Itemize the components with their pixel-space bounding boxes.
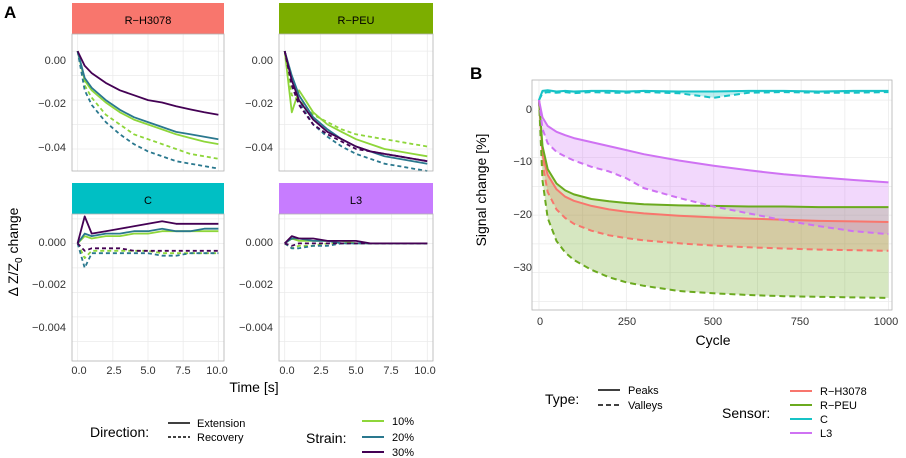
series-line-r-peu-valleys (538, 100, 889, 299)
legend-strain-30-label: 30% (392, 447, 414, 458)
facet-label-c: C (144, 195, 152, 207)
series-line-r-h3078-20-extension (76, 50, 219, 141)
panel-b-plot (531, 79, 893, 311)
y-tick-label: −0.004 (239, 322, 273, 334)
series-line-r-peu-peaks (538, 100, 889, 209)
x-tick-label: 0.0 (279, 365, 294, 377)
y-tick-label: −0.04 (245, 142, 273, 154)
series-line-r-h3078-peaks (538, 100, 889, 223)
ribbon-l3 (539, 100, 889, 235)
series-line-r-h3078-10-extension (76, 50, 219, 145)
panel-b-x-axis-title: Cycle (695, 332, 730, 348)
legend-recovery-label: Recovery (197, 432, 244, 444)
x-tick-label: 750 (791, 316, 809, 328)
x-tick-label: 2.5 (313, 365, 328, 377)
facet-border (278, 33, 434, 172)
series-line-l3-peaks (538, 99, 889, 184)
legend-valleys-label: Valleys (628, 400, 663, 412)
y-tick-label: 0 (526, 104, 532, 116)
legend-direction-title: Direction: (90, 424, 149, 440)
legend-sensor-r-peu-label: R−PEU (820, 400, 857, 412)
y-tick-label: 0.00 (252, 55, 273, 67)
y-tick-label: 0.000 (245, 237, 273, 249)
legend-strain-20-label: 20% (392, 432, 414, 444)
facet-border (71, 33, 225, 172)
y-tick-label: 0.000 (38, 237, 66, 249)
x-tick-label: 250 (618, 316, 636, 328)
legend-sensor-title: Sensor: (722, 405, 770, 421)
series-line-r-h3078-30-extension (76, 50, 219, 116)
series-line-r-h3078-20-recovery (76, 50, 219, 170)
panel-b-label: B (470, 64, 482, 83)
y-tick-label: 0.00 (45, 55, 66, 67)
x-tick-label: 0.0 (71, 365, 86, 377)
x-tick-label: 0 (537, 316, 543, 328)
x-tick-label: 10.0 (206, 365, 227, 377)
legend-sensor-r-h3078-label: R−H3078 (820, 386, 867, 398)
series-line-c-20-recovery (76, 243, 219, 269)
facet-label-r-peu: R−PEU (338, 15, 375, 27)
facet-strip-c (72, 183, 224, 214)
series-line-c-peaks (538, 89, 889, 101)
y-tick-label: −0.02 (245, 98, 273, 110)
x-tick-label: 5.0 (348, 365, 363, 377)
series-line-r-h3078-10-recovery (76, 50, 219, 160)
panel-a-x-axis-title: Time [s] (229, 379, 278, 395)
ribbon-c (539, 90, 889, 101)
facet-plot-c (71, 213, 225, 362)
panel-a-label: A (4, 3, 16, 22)
x-tick-label: 7.5 (175, 365, 190, 377)
series-line-r-peu-30-recovery (283, 50, 428, 163)
facet-plot-r-peu (278, 33, 434, 172)
facet-label-l3: L3 (350, 195, 362, 207)
facet-plot-r-h3078 (71, 33, 225, 172)
series-line-r-h3078-valleys (538, 100, 889, 252)
y-tick-label: −0.04 (38, 142, 66, 154)
facet-border (278, 213, 434, 362)
y-tick-label: −0.004 (32, 322, 66, 334)
y-tick-label: −30 (513, 262, 532, 274)
series-line-c-30-recovery (76, 242, 219, 252)
series-line-c-valleys (538, 91, 889, 101)
y-tick-label: −0.02 (38, 98, 66, 110)
facet-strip-l3 (279, 183, 433, 214)
x-tick-label: 7.5 (383, 365, 398, 377)
y-tick-label: −0.002 (239, 279, 273, 291)
x-tick-label: 10.0 (414, 365, 435, 377)
facet-strip-r-peu (279, 3, 433, 34)
panel-a-y-axis-title: Δ Z/Z0 change (5, 207, 25, 296)
series-line-l3-30-recovery (284, 242, 428, 247)
facet-border (71, 213, 225, 362)
legend-extension-label: Extension (197, 418, 245, 430)
x-tick-label: 500 (704, 316, 722, 328)
ribbon-r-h3078 (539, 100, 889, 251)
legend-strain-title: Strain: (306, 430, 346, 446)
series-line-l3-valleys (538, 99, 889, 236)
legend-peaks-label: Peaks (628, 385, 659, 397)
panel-b-y-axis-title: Signal change [%] (473, 134, 489, 247)
series-line-l3-30-extension (284, 235, 428, 245)
plot-border (531, 79, 893, 311)
y-tick-label: −20 (513, 209, 532, 221)
legend-sensor-l3-label: L3 (820, 428, 832, 440)
facet-strip-r-h3078 (72, 3, 224, 34)
y-tick-label: −0.002 (32, 279, 66, 291)
x-tick-label: 5.0 (140, 365, 155, 377)
x-tick-label: 1000 (874, 316, 898, 328)
legend-strain-10-label: 10% (392, 416, 414, 428)
x-tick-label: 2.5 (106, 365, 121, 377)
series-line-c-20-extension (76, 227, 219, 244)
legend-sensor-c-label: C (820, 414, 828, 426)
y-tick-label: −10 (513, 156, 532, 168)
facet-plot-l3 (278, 213, 434, 362)
facet-label-r-h3078: R−H3078 (125, 15, 172, 27)
legend-type-title: Type: (545, 391, 579, 407)
plot-background (532, 80, 892, 310)
series-line-c-30-extension (76, 215, 219, 244)
